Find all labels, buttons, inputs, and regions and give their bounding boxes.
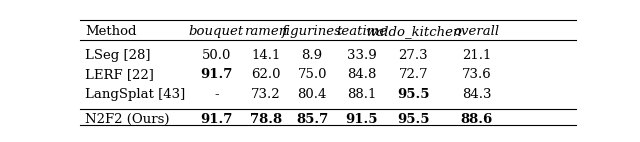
Text: LERF [22]: LERF [22]: [85, 68, 154, 82]
Text: N2F2 (Ours): N2F2 (Ours): [85, 113, 170, 126]
Text: 21.1: 21.1: [462, 49, 492, 62]
Text: ramen: ramen: [244, 25, 287, 38]
Text: 95.5: 95.5: [397, 88, 429, 101]
Text: -: -: [214, 88, 219, 101]
Text: 80.4: 80.4: [298, 88, 327, 101]
Text: figurines: figurines: [282, 25, 342, 38]
Text: teatime: teatime: [336, 25, 387, 38]
Text: waldo_kitchen: waldo_kitchen: [365, 25, 461, 38]
Text: 75.0: 75.0: [298, 68, 327, 82]
Text: 88.6: 88.6: [461, 113, 493, 126]
Text: 72.7: 72.7: [399, 68, 428, 82]
Text: 33.9: 33.9: [347, 49, 376, 62]
Text: 91.7: 91.7: [200, 113, 232, 126]
Text: 62.0: 62.0: [252, 68, 281, 82]
Text: 88.1: 88.1: [347, 88, 376, 101]
Text: 91.5: 91.5: [346, 113, 378, 126]
Text: 50.0: 50.0: [202, 49, 231, 62]
Text: bouquet: bouquet: [189, 25, 244, 38]
Text: 84.3: 84.3: [462, 88, 492, 101]
Text: 85.7: 85.7: [296, 113, 328, 126]
Text: LSeg [28]: LSeg [28]: [85, 49, 150, 62]
Text: LangSplat [43]: LangSplat [43]: [85, 88, 185, 101]
Text: 91.7: 91.7: [200, 68, 232, 82]
Text: 8.9: 8.9: [301, 49, 323, 62]
Text: overall: overall: [454, 25, 500, 38]
Text: 73.2: 73.2: [251, 88, 281, 101]
Text: 14.1: 14.1: [252, 49, 281, 62]
Text: 84.8: 84.8: [347, 68, 376, 82]
Text: Method: Method: [85, 25, 136, 38]
Text: 78.8: 78.8: [250, 113, 282, 126]
Text: 95.5: 95.5: [397, 113, 429, 126]
Text: 27.3: 27.3: [399, 49, 428, 62]
Text: 73.6: 73.6: [462, 68, 492, 82]
